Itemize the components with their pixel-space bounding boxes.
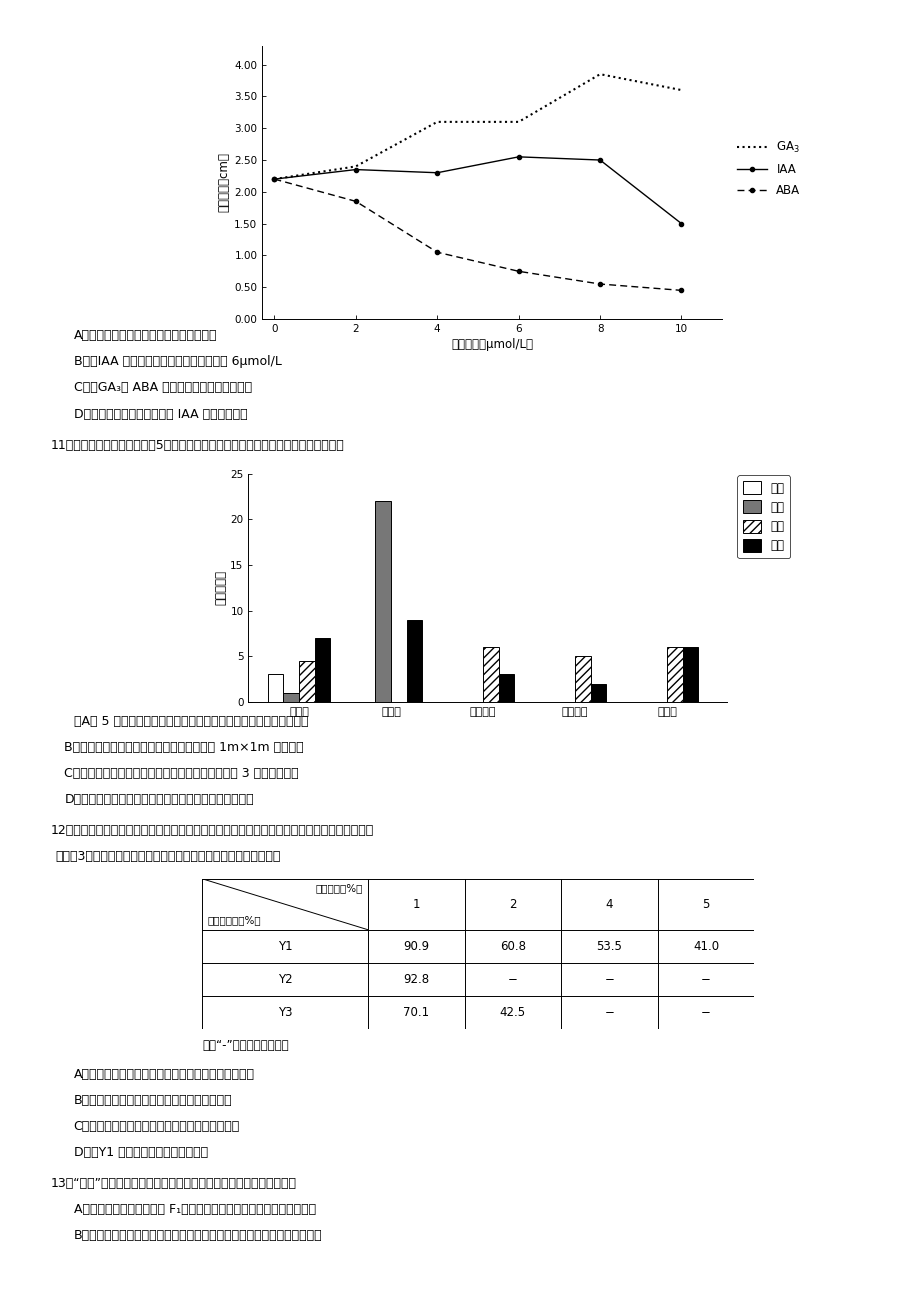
Text: −: −: [700, 973, 710, 986]
Text: A． 5 个优势种与其他乔木、灌木、草本植物共同构成了森林群落: A． 5 个优势种与其他乔木、灌木、草本植物共同构成了森林群落: [74, 715, 308, 728]
IAA: [350, 161, 361, 177]
ABA: [675, 283, 686, 298]
Bar: [482, 647, 498, 702]
GA$_3$: [513, 115, 524, 130]
Text: A．　上述实验中，各组青棵的根均可生长: A． 上述实验中，各组青棵的根均可生长: [74, 329, 217, 342]
Text: 13．“筛选”是生物技术与工程中常用的技术手段。下列叙述不正确的是: 13．“筛选”是生物技术与工程中常用的技术手段。下列叙述不正确的是: [51, 1177, 296, 1190]
Legend: GA$_3$, IAA, ABA: GA$_3$, IAA, ABA: [732, 135, 804, 202]
Bar: [283, 693, 299, 702]
IAA: [431, 165, 442, 181]
Bar: [406, 620, 422, 702]
Text: 53.5: 53.5: [596, 940, 622, 953]
Text: 2: 2: [508, 898, 516, 911]
Text: 42.5: 42.5: [499, 1005, 526, 1018]
ABA: [594, 276, 605, 292]
Text: Y3: Y3: [278, 1005, 292, 1018]
Bar: [666, 647, 682, 702]
Text: Y1: Y1: [278, 940, 292, 953]
ABA: [350, 194, 361, 210]
Text: 92.8: 92.8: [403, 973, 429, 986]
Bar: [375, 501, 391, 702]
Text: A．　单倍体育种时，需对 F₁的花药进行筛选后才可继续进行组织培养: A． 单倍体育种时，需对 F₁的花药进行筛选后才可继续进行组织培养: [74, 1203, 315, 1216]
Text: D．　该实验结果并未体现出 IAA 作用的两重性: D． 该实验结果并未体现出 IAA 作用的两重性: [74, 408, 247, 421]
Text: −: −: [507, 973, 517, 986]
GA$_3$: [431, 115, 442, 130]
Text: 90.9: 90.9: [403, 940, 429, 953]
Text: −: −: [700, 1005, 710, 1018]
IAA: [513, 148, 524, 164]
Bar: [682, 647, 698, 702]
GA$_3$: [350, 159, 361, 174]
Line: IAA: IAA: [272, 155, 683, 225]
Text: 1: 1: [412, 898, 420, 911]
GA$_3$: [675, 82, 686, 98]
Text: 70.1: 70.1: [403, 1005, 429, 1018]
Text: B．调查乔木年龄结构时应采用样方法，选取 1m×1m 的正方形: B．调查乔木年龄结构时应采用样方法，选取 1m×1m 的正方形: [64, 741, 303, 754]
Text: Y2: Y2: [278, 973, 292, 986]
Text: 5: 5: [701, 898, 709, 911]
Text: −: −: [604, 973, 614, 986]
ABA: [513, 263, 524, 279]
Bar: [590, 684, 606, 702]
Legend: 幼苗, 小树, 壮树, 大树: 幼苗, 小树, 壮树, 大树: [737, 475, 789, 559]
Text: 柴油浓度（%）: 柴油浓度（%）: [315, 883, 362, 893]
X-axis label: 药物浓度（μmol/L）: 药物浓度（μmol/L）: [450, 339, 533, 352]
Text: D．　Y1 对高浓度柴油的耐受性更强: D． Y1 对高浓度柴油的耐受性更强: [74, 1146, 208, 1159]
IAA: [594, 152, 605, 168]
Y-axis label: 数目（株）: 数目（株）: [214, 570, 227, 605]
Bar: [314, 638, 330, 702]
Text: A．　为获得降解菌，应用以柴油为唯一碳源的培养基: A． 为获得降解菌，应用以柴油为唯一碳源的培养基: [74, 1068, 255, 1081]
Text: B．　所用培养基和土壤样液均需进行严格灭菌: B． 所用培养基和土壤样液均需进行严格灭菌: [74, 1094, 232, 1107]
Text: C．　GA₃与 ABA 调节青棵根生长的效果相反: C． GA₃与 ABA 调节青棵根生长的效果相反: [74, 381, 252, 395]
Line: ABA: ABA: [272, 177, 683, 293]
Text: 12．柴油是重要的燃料油之一，泄露或不当排放会造成环境污染。研究者从被柴油污染的土壤中: 12．柴油是重要的燃料油之一，泄露或不当排放会造成环境污染。研究者从被柴油污染的…: [51, 824, 373, 837]
Text: C．　可采用稀释涂布平板法获得降解菌的单菌落: C． 可采用稀释涂布平板法获得降解菌的单菌落: [74, 1120, 240, 1133]
Text: 60.8: 60.8: [499, 940, 526, 953]
Text: 注：“-”表示菌株不能生长: 注：“-”表示菌株不能生长: [202, 1039, 289, 1052]
Text: D．随着群落的演替，香果树种群的优势地位将更加明显: D．随着群落的演替，香果树种群的优势地位将更加明显: [64, 793, 254, 806]
ABA: [431, 245, 442, 260]
Text: 获取了3种柴油降解菌进行研究，结果见下表。下列叙述不正确的是: 获取了3种柴油降解菌进行研究，结果见下表。下列叙述不正确的是: [55, 850, 280, 863]
Text: B．　制备单克隆抗体时，需从分子水平筛选能产生所需抗体的杂交瘀细胞: B． 制备单克隆抗体时，需从分子水平筛选能产生所需抗体的杂交瘀细胞: [74, 1229, 322, 1242]
Bar: [498, 674, 514, 702]
Text: 4: 4: [605, 898, 613, 911]
Line: GA$_3$: GA$_3$: [274, 74, 681, 180]
Bar: [574, 656, 590, 702]
ABA: [268, 172, 279, 187]
IAA: [268, 172, 279, 187]
Bar: [267, 674, 283, 702]
GA$_3$: [594, 66, 605, 82]
Text: C．香果树和野核桃的种群年龄结构为增长型，其余 3 种接近衰退型: C．香果树和野核桃的种群年龄结构为增长型，其余 3 种接近衰退型: [64, 767, 299, 780]
Text: B．　IAA 促进青棵根生长的最适浓度约为 6μmol/L: B． IAA 促进青棵根生长的最适浓度约为 6μmol/L: [74, 355, 281, 368]
Text: 11．调查某森林群落乔木层的5个优势种的年龄结构，结果如下图。下列叙述正确的是: 11．调查某森林群落乔木层的5个优势种的年龄结构，结果如下图。下列叙述正确的是: [51, 439, 344, 452]
Text: 41.0: 41.0: [692, 940, 719, 953]
Text: −: −: [604, 1005, 614, 1018]
GA$_3$: [268, 172, 279, 187]
IAA: [675, 216, 686, 232]
Text: 菌株降解率（%）: 菌株降解率（%）: [208, 915, 261, 926]
Bar: [299, 661, 314, 702]
Y-axis label: 平均根长（cm）: 平均根长（cm）: [217, 152, 230, 212]
